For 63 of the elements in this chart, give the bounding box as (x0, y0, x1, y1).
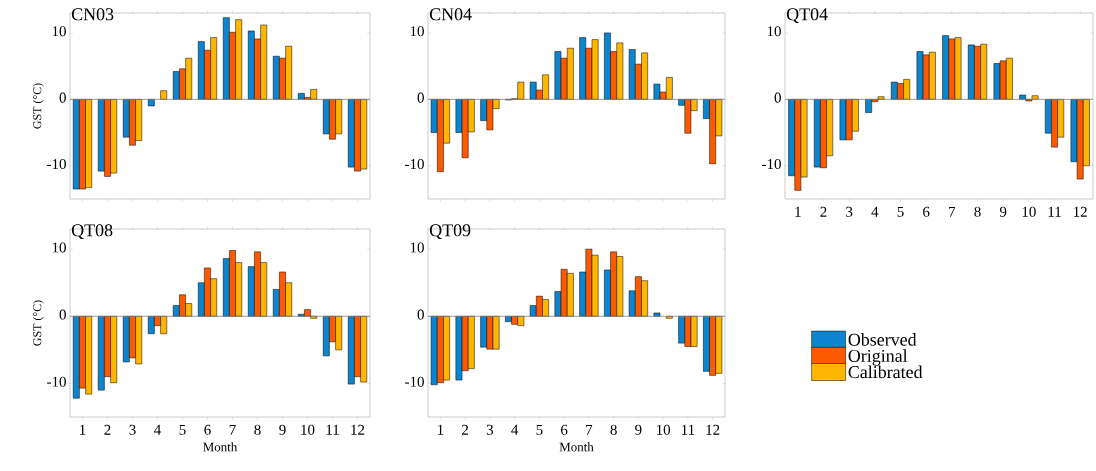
x-tick-label: 11 (326, 424, 339, 435)
y-tick-label: -10 (47, 376, 66, 387)
x-tick-label: 2 (462, 424, 469, 435)
y-tick-label: -10 (762, 159, 781, 170)
x-tick-label: 4 (871, 206, 879, 217)
x-tick-label: 3 (129, 424, 136, 435)
x-tick-label: 10 (1022, 206, 1036, 217)
legend-label: Observed (848, 333, 917, 346)
x-tick-label: 5 (179, 424, 186, 435)
x-tick-label: 12 (351, 424, 365, 435)
x-tick-label: 7 (586, 424, 593, 435)
y-tick-label: 0 (774, 92, 781, 103)
x-tick-label: 7 (949, 206, 956, 217)
y-tick-label: -10 (47, 159, 66, 170)
x-tick-label: 10 (656, 424, 671, 435)
y-tick-label: 0 (59, 92, 66, 103)
x-tick-label: 6 (923, 206, 930, 217)
x-tick-label: 3 (486, 424, 494, 435)
legend-label: Original (848, 349, 908, 366)
x-tick-label: 8 (610, 424, 617, 435)
x-tick-label: 1 (437, 424, 444, 435)
x-tick-label: 12 (1074, 206, 1087, 217)
x-tick-label: 2 (104, 424, 111, 435)
x-tick-label: 2 (820, 206, 827, 217)
x-tick-label: 3 (846, 206, 853, 217)
chart-title: QT08 (71, 224, 113, 240)
x-tick-label: 9 (279, 424, 286, 435)
x-tick-label: 8 (974, 206, 981, 217)
y-tick-label: 10 (767, 26, 781, 37)
x-tick-label: 4 (154, 424, 161, 435)
legend-label: Calibrated (848, 365, 923, 379)
x-tick-label: 11 (682, 424, 695, 435)
y-axis-title: GST (°C) (32, 83, 44, 129)
x-tick-label: 4 (511, 424, 519, 435)
y-axis-title: GST (°C) (32, 300, 44, 346)
x-tick-label: 6 (561, 424, 568, 435)
x-tick-label: 5 (897, 206, 904, 217)
y-tick-label: 0 (59, 309, 66, 320)
x-tick-label: 9 (635, 424, 642, 435)
y-tick-label: 0 (417, 309, 424, 320)
chart-title: CN03 (71, 8, 114, 21)
x-axis-title: Month (559, 442, 594, 452)
y-tick-label: 10 (410, 26, 424, 37)
x-tick-label: 9 (999, 206, 1007, 217)
x-tick-label: 1 (795, 206, 801, 217)
y-tick-label: -10 (405, 376, 424, 387)
y-tick-label: -10 (405, 159, 424, 170)
x-tick-label: 11 (1048, 206, 1061, 217)
chart-title: CN04 (429, 8, 472, 21)
x-tick-label: 5 (536, 424, 543, 435)
x-axis-title: Month (203, 442, 238, 452)
x-tick-label: 10 (301, 424, 315, 435)
x-tick-label: 12 (706, 424, 720, 435)
chart-title: QT04 (786, 8, 828, 24)
chart-title: QT09 (429, 224, 471, 240)
x-tick-label: 8 (254, 424, 261, 435)
y-tick-label: 10 (410, 242, 424, 253)
y-tick-label: 10 (52, 242, 66, 253)
x-tick-label: 6 (204, 424, 211, 435)
x-tick-label: 1 (80, 424, 86, 435)
y-tick-label: 0 (417, 92, 424, 103)
y-tick-label: 10 (52, 26, 66, 37)
x-tick-label: 7 (229, 424, 236, 435)
